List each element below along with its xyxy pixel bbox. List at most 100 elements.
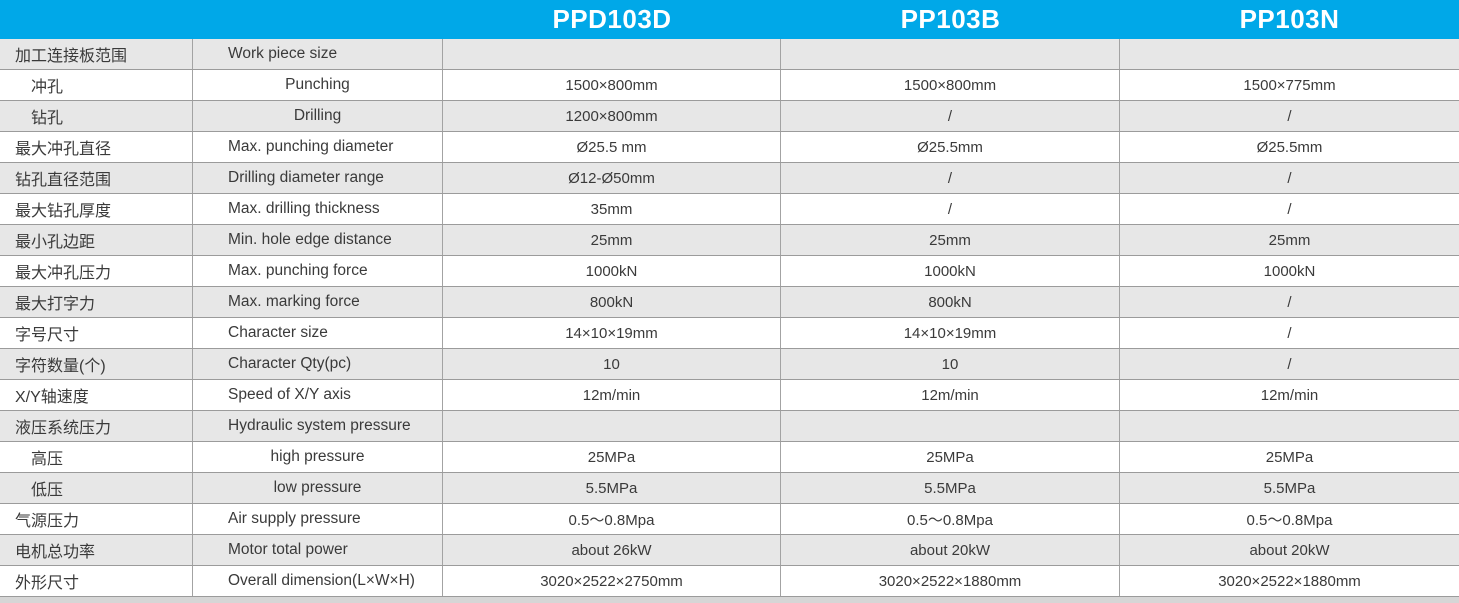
row-label-chinese: 外形尺寸 xyxy=(0,566,193,596)
table-row: 最大冲孔压力 Max. punching force 1000kN 1000kN… xyxy=(0,256,1459,287)
row-label-chinese: 最大钻孔厚度 xyxy=(0,194,193,224)
cell-value-model-2: 25mm xyxy=(781,225,1120,255)
cell-value-model-3: 5.5MPa xyxy=(1263,479,1316,497)
cell-value-model-2: 0.5～0.8Mpa xyxy=(781,504,1120,534)
cell-value-model-1: 25mm xyxy=(443,225,781,255)
cell-value-model-1: 1000kN xyxy=(443,256,781,286)
row-label-chinese: 加工连接板范围 xyxy=(0,39,193,69)
cell-value-model-2: / xyxy=(781,194,1120,224)
row-label-chinese: 最大打字力 xyxy=(0,287,193,317)
cell-value-model-3 xyxy=(1120,411,1459,441)
cell-value-model-3: 25mm xyxy=(1268,231,1311,249)
row-label-chinese: 钻孔 xyxy=(0,101,193,131)
row-label-chinese: 最小孔边距 xyxy=(0,225,193,255)
table-row: 低压 low pressure 5.5MPa 5.5MPa 5.5MPa xyxy=(0,473,1459,504)
cell-value-model-2: 5.5MPa xyxy=(781,473,1120,503)
column-header-model-3: PP103N xyxy=(1239,4,1340,34)
row-label-english: Punching xyxy=(193,70,443,100)
cell-value-model-3: / xyxy=(1287,169,1292,187)
row-label-chinese: X/Y轴速度 xyxy=(0,380,193,410)
table-row: 最大打字力 Max. marking force 800kN 800kN / xyxy=(0,287,1459,318)
cell-value-model-3: 3020×2522×1880mm xyxy=(1218,572,1361,590)
cell-value-model-1 xyxy=(443,39,781,69)
cell-value-model-1: 800kN xyxy=(443,287,781,317)
cell-value-model-1: Ø25.5 mm xyxy=(443,132,781,162)
cell-value-model-1: 10 xyxy=(443,349,781,379)
cell-value-model-2: 14×10×19mm xyxy=(781,318,1120,348)
table-header: PPD103D PP103B PP103N xyxy=(0,0,1459,39)
row-label-chinese: 钻孔直径范围 xyxy=(0,163,193,193)
table-row: 字符数量(个) Character Qty(pc) 10 10 / xyxy=(0,349,1459,380)
row-label-english: Motor total power xyxy=(193,535,443,565)
cell-value-model-3: / xyxy=(1287,107,1292,125)
row-label-english: high pressure xyxy=(193,442,443,472)
cell-value-model-3: 25MPa xyxy=(1265,448,1314,466)
cell-value-model-2 xyxy=(781,39,1120,69)
table-row: 最大冲孔直径 Max. punching diameter Ø25.5 mm Ø… xyxy=(0,132,1459,163)
table-row: 字号尺寸 Character size 14×10×19mm 14×10×19m… xyxy=(0,318,1459,349)
cell-value-model-1: 5.5MPa xyxy=(443,473,781,503)
cell-value-model-3: 1500×775mm xyxy=(1243,76,1336,94)
row-label-english: Max. marking force xyxy=(193,287,443,317)
cell-value-model-3: / xyxy=(1287,355,1292,373)
row-label-chinese: 字号尺寸 xyxy=(0,318,193,348)
row-label-english: Work piece size xyxy=(193,39,443,69)
row-label-english: Overall dimension(L×W×H) xyxy=(193,566,443,596)
cell-value-model-1: 35mm xyxy=(443,194,781,224)
row-label-english: Drilling diameter range xyxy=(193,163,443,193)
table-row: 气源压力 Air supply pressure 0.5～0.8Mpa 0.5～… xyxy=(0,504,1459,535)
cell-value-model-3: 12m/min xyxy=(1260,386,1319,404)
row-label-chinese: 字符数量(个) xyxy=(0,349,193,379)
row-label-english: low pressure xyxy=(193,473,443,503)
row-label-english: Speed of X/Y axis xyxy=(193,380,443,410)
column-header-model-2: PP103B xyxy=(900,4,1001,34)
row-label-english: Character Qty(pc) xyxy=(193,349,443,379)
table-row: 外形尺寸 Overall dimension(L×W×H) 3020×2522×… xyxy=(0,566,1459,597)
cell-value-model-2: 800kN xyxy=(781,287,1120,317)
row-label-chinese: 最大冲孔直径 xyxy=(0,132,193,162)
table-row: 冲孔 Punching 1500×800mm 1500×800mm 1500×7… xyxy=(0,70,1459,101)
cell-value-model-1: 12m/min xyxy=(443,380,781,410)
cell-value-model-3 xyxy=(1120,39,1459,69)
table-row: 电机总功率 Motor total power about 26kW about… xyxy=(0,535,1459,566)
table-row: 钻孔直径范围 Drilling diameter range Ø12-Ø50mm… xyxy=(0,163,1459,194)
cell-value-model-2: 10 xyxy=(781,349,1120,379)
cell-value-model-3: / xyxy=(1287,293,1292,311)
table-row: 钻孔 Drilling 1200×800mm / / xyxy=(0,101,1459,132)
cell-value-model-1: 14×10×19mm xyxy=(443,318,781,348)
row-label-english: Air supply pressure xyxy=(193,504,443,534)
cell-value-model-1: 1500×800mm xyxy=(443,70,781,100)
cell-value-model-3: 1000kN xyxy=(1263,262,1316,280)
cell-value-model-3: / xyxy=(1287,324,1292,342)
cell-value-model-3: about 20kW xyxy=(1249,541,1330,559)
cell-value-model-2: 1500×800mm xyxy=(781,70,1120,100)
header-spacer-cn xyxy=(0,0,193,39)
cell-value-model-2 xyxy=(781,411,1120,441)
cell-value-model-2: 12m/min xyxy=(781,380,1120,410)
row-label-english: Character size xyxy=(193,318,443,348)
row-label-chinese: 电机总功率 xyxy=(0,535,193,565)
cell-value-model-1: 25MPa xyxy=(443,442,781,472)
row-label-chinese: 气源压力 xyxy=(0,504,193,534)
cell-value-model-1: 3020×2522×2750mm xyxy=(443,566,781,596)
cell-value-model-1 xyxy=(443,411,781,441)
cell-value-model-2: Ø25.5mm xyxy=(781,132,1120,162)
row-label-chinese: 液压系统压力 xyxy=(0,411,193,441)
row-label-chinese: 最大冲孔压力 xyxy=(0,256,193,286)
table-row: 最大钻孔厚度 Max. drilling thickness 35mm / / xyxy=(0,194,1459,225)
cell-value-model-3: / xyxy=(1287,200,1292,218)
row-label-english: Max. drilling thickness xyxy=(193,194,443,224)
row-label-english: Max. punching diameter xyxy=(193,132,443,162)
cell-value-model-2: 25MPa xyxy=(781,442,1120,472)
table-row: 液压系统压力 Hydraulic system pressure xyxy=(0,411,1459,442)
row-label-english: Hydraulic system pressure xyxy=(193,411,443,441)
cell-value-model-1: 1200×800mm xyxy=(443,101,781,131)
cell-value-model-2: 3020×2522×1880mm xyxy=(781,566,1120,596)
table-body: 加工连接板范围 Work piece size 冲孔 Punching 1500… xyxy=(0,39,1459,597)
row-label-chinese: 冲孔 xyxy=(0,70,193,100)
row-label-english: Max. punching force xyxy=(193,256,443,286)
cell-value-model-1: 0.5～0.8Mpa xyxy=(443,504,781,534)
table-row: X/Y轴速度 Speed of X/Y axis 12m/min 12m/min… xyxy=(0,380,1459,411)
row-label-chinese: 低压 xyxy=(0,473,193,503)
